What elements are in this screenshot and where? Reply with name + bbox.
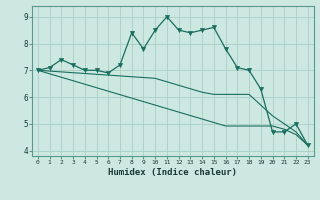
X-axis label: Humidex (Indice chaleur): Humidex (Indice chaleur): [108, 168, 237, 177]
